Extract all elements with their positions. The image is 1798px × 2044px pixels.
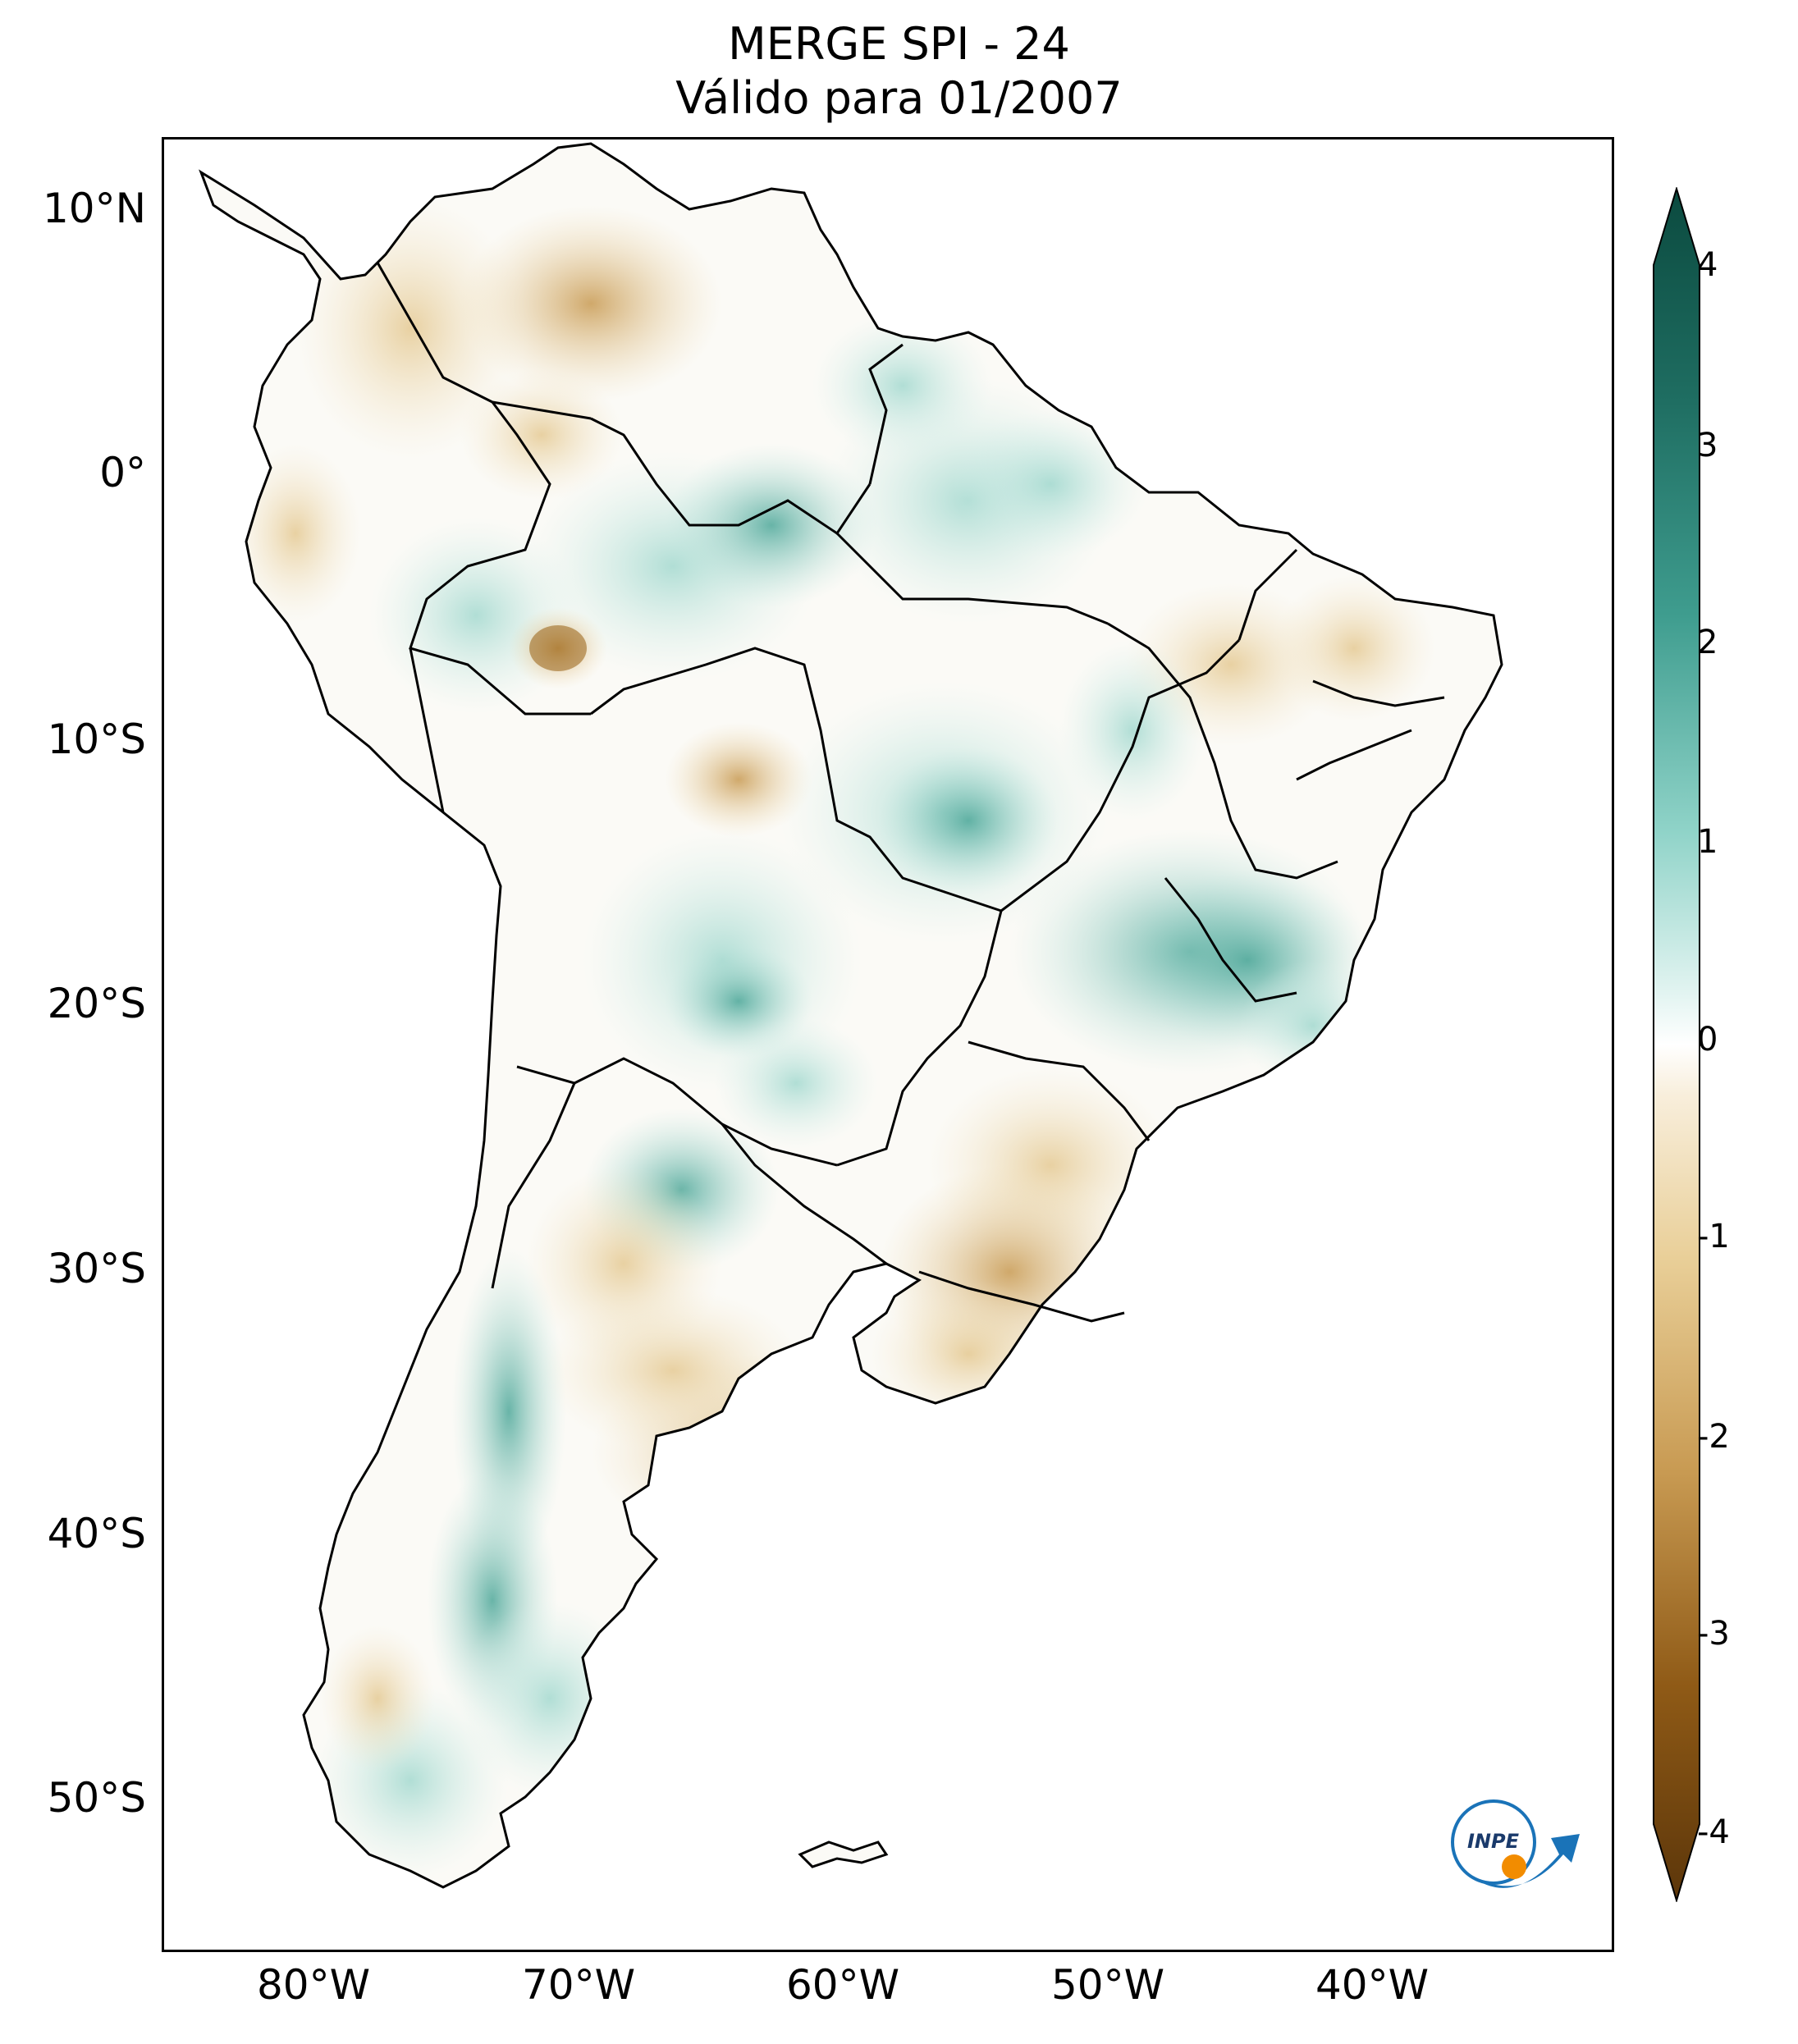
lon-tick-label: 60°W — [785, 1961, 900, 2009]
chart-subtitle: Válido para 01/2007 — [675, 72, 1123, 124]
lon-tick-label: 70°W — [521, 1961, 636, 2009]
lat-tick-label: 10°S — [47, 716, 146, 763]
colorbar-tick-label: -1 — [1697, 1218, 1730, 1255]
lat-tick-label: 0° — [99, 449, 146, 496]
lat-tick-label: 10°N — [42, 185, 146, 232]
colorbar-tick-label: 0 — [1697, 1021, 1718, 1059]
map-frame — [162, 137, 1614, 1952]
chart-title: MERGE SPI - 24 — [728, 18, 1070, 70]
country-borders — [199, 142, 1503, 1889]
lat-tick-label: 20°S — [47, 980, 146, 1027]
colorbar — [1653, 187, 1700, 1902]
colorbar-gradient — [1653, 187, 1700, 1902]
colorbar-tick-label: -4 — [1697, 1813, 1730, 1851]
colorbar-tick-label: 2 — [1697, 624, 1718, 661]
lat-tick-label: 40°S — [47, 1510, 146, 1557]
lon-tick-label: 40°W — [1315, 1961, 1430, 2009]
lat-tick-label: 50°S — [47, 1774, 146, 1822]
colorbar-tick-label: 1 — [1697, 823, 1718, 861]
lat-tick-label: 30°S — [47, 1245, 146, 1292]
colorbar-tick-label: 4 — [1697, 246, 1718, 284]
logo-text: INPE — [1467, 1830, 1520, 1853]
lon-tick-label: 50°W — [1050, 1961, 1165, 2009]
colorbar-tick-label: 3 — [1697, 427, 1718, 464]
colorbar-tick-label: -2 — [1697, 1418, 1730, 1456]
falkland-islands — [798, 1841, 889, 1868]
map-svg — [199, 142, 1503, 1889]
inpe-logo: INPE — [1451, 1799, 1580, 1888]
spi-anomaly-field — [230, 197, 1436, 1879]
lon-tick-label: 80°W — [256, 1961, 371, 2009]
colorbar-tick-label: -3 — [1697, 1615, 1730, 1653]
